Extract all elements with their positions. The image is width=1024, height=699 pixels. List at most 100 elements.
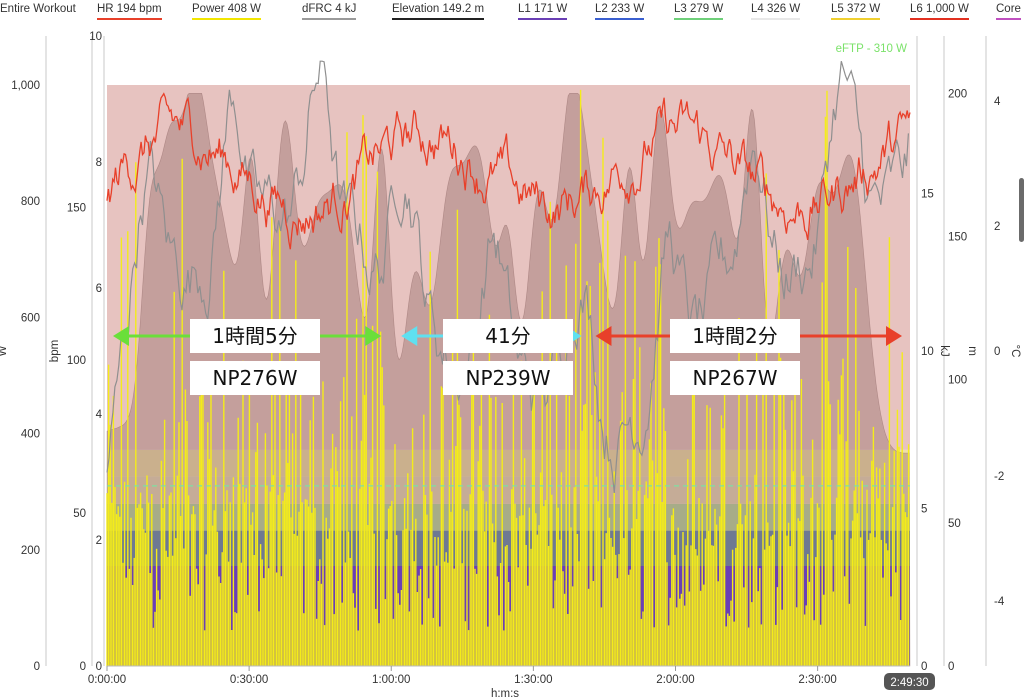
time-badge-label: 2:49:30 [890, 677, 928, 689]
core-tick-label: 0 [994, 346, 1000, 358]
x-tick-label: 1:30:00 [514, 674, 552, 686]
range-arrow-1-head-right [365, 326, 382, 346]
core-tick-label: 4 [994, 96, 1001, 108]
zone-band-l5 [107, 449, 910, 477]
np-box-2: NP239W [443, 361, 573, 395]
core-tick-label: -2 [994, 471, 1004, 483]
hr-tick-label: 100 [67, 355, 86, 367]
legend-label: dFRC 4 kJ [302, 3, 357, 15]
x-tick-label: 0:00:00 [88, 674, 126, 686]
vertical-scrollbar[interactable] [1019, 178, 1024, 242]
watts-tick-label: 1,000 [11, 80, 40, 92]
dfrc-tick-label: 0 [96, 661, 102, 673]
elevation-tick-label: 150 [948, 231, 967, 243]
elevation-tick-label: 200 [948, 88, 967, 100]
core-axis-title: °C [1009, 345, 1021, 358]
legend-label: L2 233 W [595, 3, 645, 15]
elevation-tick-label: 0 [948, 661, 954, 673]
legend-swatch [751, 18, 801, 20]
legend-dfrc[interactable]: dFRC 4 kJ [302, 3, 357, 20]
legend-swatch [910, 18, 969, 20]
legend-swatch [595, 18, 645, 20]
elevation-axis-title: m [966, 346, 978, 356]
legend-swatch [0, 18, 76, 20]
dfrc-tick-label: 4 [96, 409, 103, 421]
chart-legend: Entire Workout HR 194 bpm Power 408 W dFRC … [0, 0, 1024, 20]
watts-tick-label: 200 [21, 545, 40, 557]
time-badge [884, 673, 935, 690]
kj-tick-label: 15 [921, 189, 934, 201]
legend-l2[interactable]: L2 233 W [595, 3, 645, 20]
dfrc-line [106, 60, 909, 493]
hr-axis-title: bpm [49, 340, 61, 362]
legend-elevation[interactable]: Elevation 149.2 m [392, 3, 485, 20]
np-box-3: NP267W [670, 361, 800, 395]
hr-tick-label: 150 [67, 202, 86, 214]
legend-swatch [392, 18, 485, 20]
legend-label: Elevation 149.2 m [392, 3, 485, 15]
legend-hr[interactable]: HR 194 bpm [97, 3, 162, 20]
legend-label: Power 408 W [192, 3, 262, 15]
legend-label: L1 171 W [518, 3, 568, 15]
legend-swatch [97, 18, 162, 20]
zone-band-l4 [107, 476, 910, 504]
core-tick-label: -4 [994, 596, 1005, 608]
kj-tick-label: 10 [921, 346, 934, 358]
zone-band-l3 [107, 503, 910, 531]
legend-swatch [192, 18, 262, 20]
elevation-tick-label: 100 [948, 375, 967, 387]
legend-label: L5 372 W [831, 3, 881, 15]
watts-tick-label: 800 [21, 196, 40, 208]
hr-tick-label: 50 [73, 508, 86, 520]
watts-tick-label: 400 [21, 429, 40, 441]
x-tick-label: 0:30:00 [230, 674, 268, 686]
legend-label: Core [996, 3, 1021, 15]
dfrc-tick-label: 6 [96, 283, 102, 295]
legend-label: Entire Workout [0, 3, 76, 15]
legend-label: HR 194 bpm [97, 3, 162, 15]
duration-box-3: 1時間2分 [670, 319, 800, 353]
x-tick-label: 2:30:00 [798, 674, 836, 686]
core-tick-label: 2 [994, 221, 1000, 233]
x-axis-title: h:m:s [491, 688, 519, 699]
dfrc-tick-label: 10 [89, 31, 102, 43]
kj-tick-label: 0 [921, 661, 927, 673]
legend-swatch [831, 18, 881, 20]
legend-entire-workout[interactable]: Entire Workout [0, 3, 76, 20]
legend-label: L4 326 W [751, 3, 801, 15]
np-box-1: NP276W [190, 361, 320, 395]
legend-l4[interactable]: L4 326 W [751, 3, 801, 20]
duration-box-2: 41分 [443, 319, 573, 353]
kj-axis-title: kJ [938, 345, 950, 357]
watts-tick-label: 0 [34, 661, 40, 673]
legend-l1[interactable]: L1 171 W [518, 3, 568, 20]
legend-swatch [518, 18, 568, 20]
legend-swatch [674, 18, 724, 20]
elevation-tick-label: 50 [948, 518, 961, 530]
kj-tick-label: 5 [921, 504, 927, 516]
range-arrow-1-head-left [113, 326, 129, 346]
dfrc-tick-label: 2 [96, 535, 102, 547]
legend-l5[interactable]: L5 372 W [831, 3, 881, 20]
hr-tick-label: 0 [80, 661, 86, 673]
range-arrow-3-head-right [886, 326, 902, 346]
legend-swatch [302, 18, 357, 20]
x-tick-label: 2:00:00 [656, 674, 694, 686]
legend-l6[interactable]: L6 1,000 W [910, 3, 969, 20]
ftp-label: eFTP - 310 W [836, 43, 908, 55]
power-series [106, 89, 910, 666]
dfrc-tick-label: 8 [96, 157, 102, 169]
zone-band-l2 [107, 530, 910, 567]
legend-label: L6 1,000 W [910, 3, 969, 15]
legend-l3[interactable]: L3 279 W [674, 3, 724, 20]
range-arrow-2-head-left [401, 326, 418, 346]
duration-box-1: 1時間5分 [190, 319, 320, 353]
x-tick-label: 1:00:00 [372, 674, 410, 686]
legend-power[interactable]: Power 408 W [192, 3, 262, 20]
watts-axis-title: W [0, 345, 9, 356]
legend-core[interactable]: Core [996, 3, 1021, 20]
watts-tick-label: 600 [21, 312, 40, 324]
legend-swatch [996, 18, 1021, 20]
hr-line [106, 92, 911, 250]
range-arrow-3-head-left [595, 326, 612, 346]
